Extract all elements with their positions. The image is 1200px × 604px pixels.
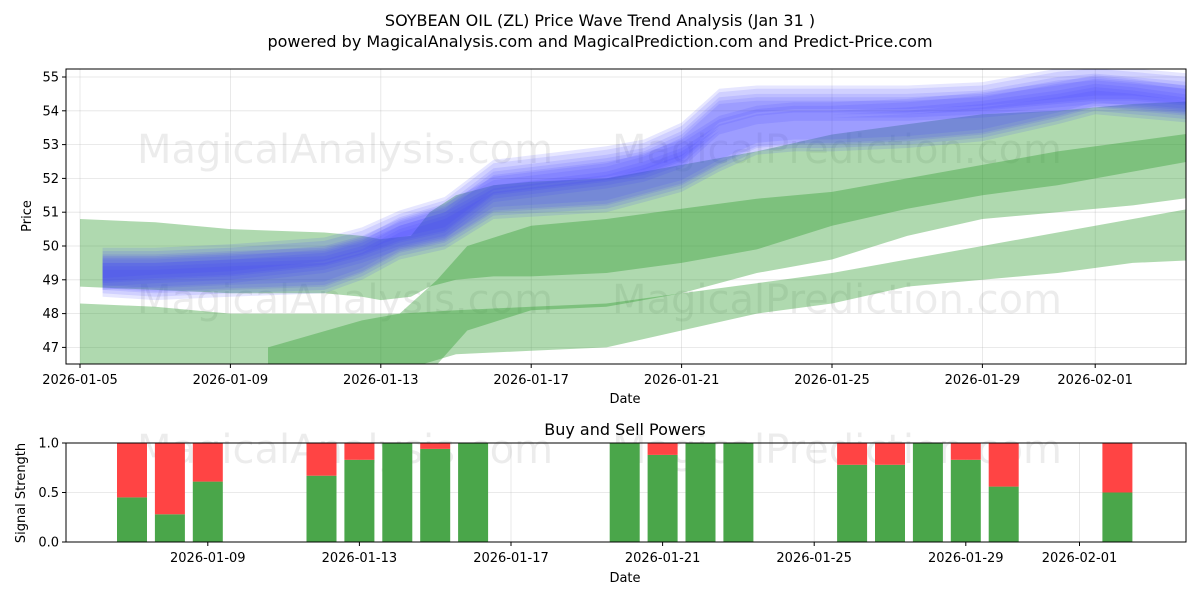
price-plot-frame [65, 68, 1187, 365]
signal-ytick-label: 0.5 [38, 486, 59, 501]
watermark-prediction-top: MagicalPrediction.com [612, 127, 1062, 173]
price-ytick-label: 52 [42, 172, 59, 187]
signal-xtick-label: 2026-01-25 [776, 551, 852, 566]
buy-bar [723, 443, 754, 542]
buy-bar [988, 486, 1019, 542]
signal-xtick-label: 2026-01-13 [322, 551, 398, 566]
signal-xtick-label: 2026-02-01 [1042, 551, 1118, 566]
buy-bar [192, 481, 223, 542]
signal-ylabel: Signal Strength [14, 443, 29, 543]
signal-plot: Buy and Sell Powers MagicalAnalysis.com … [14, 420, 1187, 586]
price-xtick-label: 2026-02-01 [1057, 373, 1133, 388]
buy-bar [306, 475, 337, 542]
price-xtick-label: 2026-01-21 [644, 373, 720, 388]
price-xtick-label: 2026-01-29 [945, 373, 1021, 388]
buy-bar [1102, 492, 1133, 542]
watermark-analysis-mid: MagicalAnalysis.com [137, 277, 553, 323]
sell-bar [154, 443, 185, 515]
price-grid [66, 69, 1186, 364]
buy-bar [154, 514, 185, 542]
signal-xtick-label: 2026-01-09 [170, 551, 246, 566]
blue-wave-lower-layer [102, 75, 1186, 292]
sell-bar [647, 443, 678, 455]
sell-bar [306, 443, 337, 476]
sell-bar [117, 443, 147, 498]
blue-wave-upper-layer [102, 69, 1186, 282]
blue-wave-upper-layer [102, 73, 1186, 284]
buy-bar [609, 443, 640, 542]
buy-bar [950, 459, 981, 542]
sell-bar [192, 443, 223, 482]
signal-title: Buy and Sell Powers [544, 420, 706, 439]
buy-bar [647, 454, 678, 542]
watermark-prediction-mid: MagicalPrediction.com [612, 277, 1062, 323]
blue-wave-upper-layer [102, 69, 1186, 287]
price-xtick-label: 2026-01-13 [343, 373, 419, 388]
price-ytick-label: 55 [42, 71, 59, 86]
buy-bar [382, 443, 413, 542]
price-xtick-label: 2026-01-09 [193, 373, 269, 388]
sell-bar [837, 443, 868, 465]
price-ytick-label: 48 [42, 307, 59, 322]
signal-ytick-label: 1.0 [38, 437, 59, 452]
signal-xtick-label: 2026-01-21 [625, 551, 701, 566]
buy-bar [117, 497, 147, 542]
signal-x-axis: 2026-01-09 2026-01-13 2026-01-17 2026-01-21… [170, 542, 1117, 566]
price-watermarks: MagicalAnalysis.com MagicalPrediction.co… [137, 127, 1062, 323]
signal-bars [117, 443, 1133, 542]
price-ytick-label: 50 [42, 240, 59, 255]
chart-title: SOYBEAN OIL (ZL) Price Wave Trend Analys… [385, 11, 815, 30]
sell-bar [950, 443, 981, 460]
price-bands [80, 69, 1186, 364]
price-x-axis: 2026-01-05 2026-01-09 2026-01-13 2026-01-17… [42, 364, 1133, 388]
price-ytick-label: 49 [42, 273, 59, 288]
price-ylabel: Price [20, 200, 35, 232]
blue-wave-lower-layer [102, 83, 1186, 294]
buy-bar [344, 459, 375, 542]
blue-wave-upper-layer [102, 77, 1186, 290]
price-xtick-label: 2026-01-05 [42, 373, 118, 388]
buy-bar [458, 443, 489, 542]
signal-xtick-label: 2026-01-17 [473, 551, 549, 566]
price-wave-plot: MagicalAnalysis.com MagicalPrediction.co… [20, 68, 1187, 407]
blue-wave-lower-layer [102, 87, 1186, 301]
sell-bar [344, 443, 375, 460]
green-wave-2-band [80, 134, 1186, 364]
sell-bar [988, 443, 1019, 487]
buy-bar [685, 443, 716, 542]
blue-wave-lower-layer [102, 78, 1186, 297]
price-ytick-label: 47 [42, 341, 59, 356]
signal-xtick-label: 2026-01-29 [928, 551, 1004, 566]
buy-bar [420, 448, 451, 542]
price-xtick-label: 2026-01-25 [794, 373, 870, 388]
price-ytick-label: 53 [42, 138, 59, 153]
sell-bar [420, 443, 451, 449]
watermark-analysis-top: MagicalAnalysis.com [137, 127, 553, 173]
price-xtick-label: 2026-01-17 [493, 373, 569, 388]
buy-bar [875, 464, 905, 542]
price-ytick-label: 51 [42, 206, 59, 221]
signal-ytick-label: 0.0 [38, 536, 59, 551]
price-ytick-label: 54 [42, 104, 59, 119]
buy-bar [912, 443, 943, 542]
signal-y-axis: 0.0 0.5 1.0 [38, 437, 66, 551]
price-xlabel: Date [609, 392, 640, 407]
price-y-axis: 47 48 49 50 51 52 53 54 55 [42, 71, 66, 356]
chart-subtitle: powered by MagicalAnalysis.com and Magic… [267, 32, 932, 51]
signal-xlabel: Date [609, 571, 640, 586]
green-wave-3-band [268, 209, 1186, 364]
sell-bar [1102, 443, 1133, 493]
green-wave-1-band [80, 101, 1186, 301]
blue-wave-lower-layer [102, 90, 1186, 289]
buy-bar [837, 464, 868, 542]
sell-bar [875, 443, 905, 465]
